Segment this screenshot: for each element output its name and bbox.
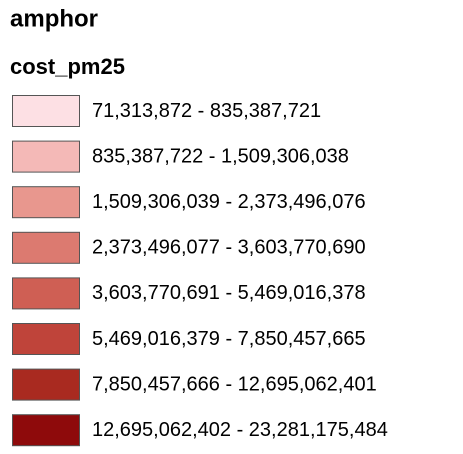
legend-label: 71,313,872 - 835,387,721 (92, 100, 321, 122)
legend-label: 12,695,062,402 - 23,281,175,484 (92, 419, 388, 441)
legend-swatch (12, 231, 80, 264)
legend-swatch (12, 414, 80, 447)
legend-label: 5,469,016,379 - 7,850,457,665 (92, 328, 366, 350)
legend-label: 835,387,722 - 1,509,306,038 (92, 145, 349, 167)
legend-swatch (12, 140, 80, 173)
legend-label: 3,603,770,691 - 5,469,016,378 (92, 282, 366, 304)
legend-title: amphor (10, 5, 98, 32)
legend-swatch (12, 277, 80, 310)
legend-label: 1,509,306,039 - 2,373,496,076 (92, 191, 366, 213)
legend-swatch (12, 95, 80, 127)
legend-swatch (12, 186, 80, 219)
legend-swatch (12, 323, 80, 355)
legend-label: 7,850,457,666 - 12,695,062,401 (92, 373, 377, 395)
legend-label: 2,373,496,077 - 3,603,770,690 (92, 237, 366, 259)
legend-swatch (12, 368, 80, 401)
layer-name: cost_pm25 (10, 54, 125, 79)
